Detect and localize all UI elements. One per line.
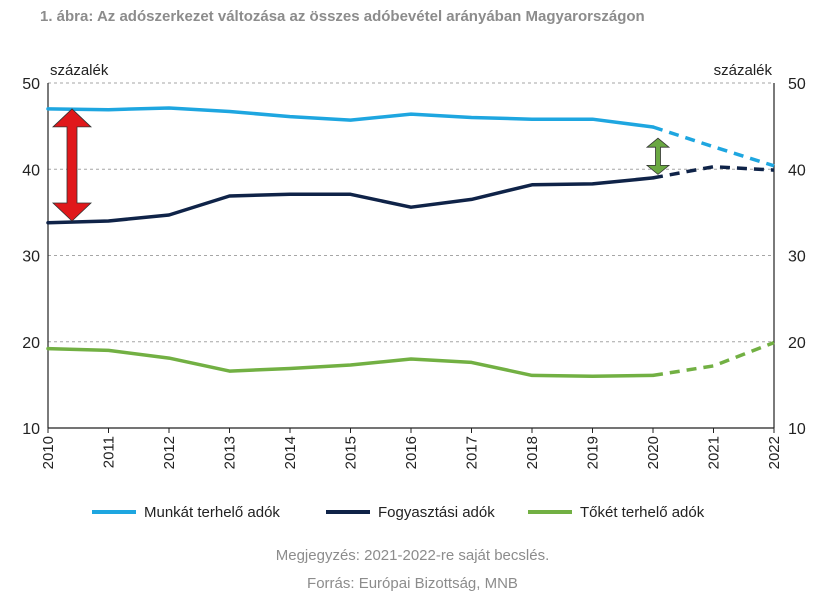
- x-tick-label-2016: 2016: [403, 436, 420, 469]
- chart-legend: Munkát terhelő adók Fogyasztási adók Tők…: [0, 497, 825, 527]
- series-line-munkat: [46, 106, 655, 129]
- y-tick-left-20: 20: [22, 335, 40, 352]
- annotation-double-arrow-2020: [645, 137, 671, 175]
- legend-swatch-toket: [528, 510, 572, 514]
- x-tick-label-2013: 2013: [222, 436, 239, 469]
- legend-item-fogyasztasi: Fogyasztási adók: [326, 497, 495, 527]
- chart-source: Forrás: Európai Bizottság, MNB: [307, 575, 518, 592]
- y-unit-right: százalék: [714, 62, 773, 79]
- series-line-estimate-toket: [652, 340, 775, 378]
- x-tick-label-2021: 2021: [706, 436, 723, 469]
- y-tick-left-40: 40: [22, 162, 40, 179]
- series-line-estimate-munkat: [652, 125, 775, 168]
- y-tick-right-10: 10: [788, 421, 806, 438]
- y-tick-left-30: 30: [22, 249, 40, 266]
- x-tick-label-2017: 2017: [464, 436, 481, 469]
- x-tick-label-2014: 2014: [282, 436, 299, 469]
- legend-swatch-fogyasztasi: [326, 510, 370, 514]
- y-tick-left-50: 50: [22, 76, 40, 93]
- x-tick-label-2020: 2020: [645, 436, 662, 469]
- x-tick-label-2012: 2012: [161, 436, 178, 469]
- series-line-fogyasztasi: [46, 176, 655, 225]
- legend-label-munkat: Munkát terhelő adók: [144, 503, 280, 521]
- series-line-estimate-fogyasztasi: [652, 164, 775, 180]
- annotation-double-arrow-2010: [51, 108, 93, 222]
- legend-item-toket: Tőkét terhelő adók: [528, 497, 704, 527]
- y-tick-right-20: 20: [788, 335, 806, 352]
- legend-label-toket: Tőkét terhelő adók: [580, 503, 705, 521]
- y-unit-left: százalék: [50, 62, 109, 79]
- series-line-toket: [46, 346, 655, 379]
- x-tick-label-2018: 2018: [524, 436, 541, 469]
- y-tick-right-40: 40: [788, 162, 806, 179]
- y-tick-left-10: 10: [22, 421, 40, 438]
- x-tick-label-2015: 2015: [343, 436, 360, 469]
- x-tick-label-2022: 2022: [766, 436, 783, 469]
- x-tick-label-2019: 2019: [585, 436, 602, 469]
- legend-label-fogyasztasi: Fogyasztási adók: [378, 503, 495, 521]
- x-tick-label-2010: 2010: [40, 436, 57, 469]
- x-tick-label-2011: 2011: [101, 436, 118, 468]
- legend-swatch-munkat: [92, 510, 136, 514]
- chart-title: 1. ábra: Az adószerkezet változása az ös…: [40, 8, 645, 25]
- y-tick-right-50: 50: [788, 76, 806, 93]
- y-tick-right-30: 30: [788, 249, 806, 266]
- chart-note: Megjegyzés: 2021-2022-re saját becslés.: [275, 547, 550, 564]
- legend-item-munkat: Munkát terhelő adók: [92, 497, 280, 527]
